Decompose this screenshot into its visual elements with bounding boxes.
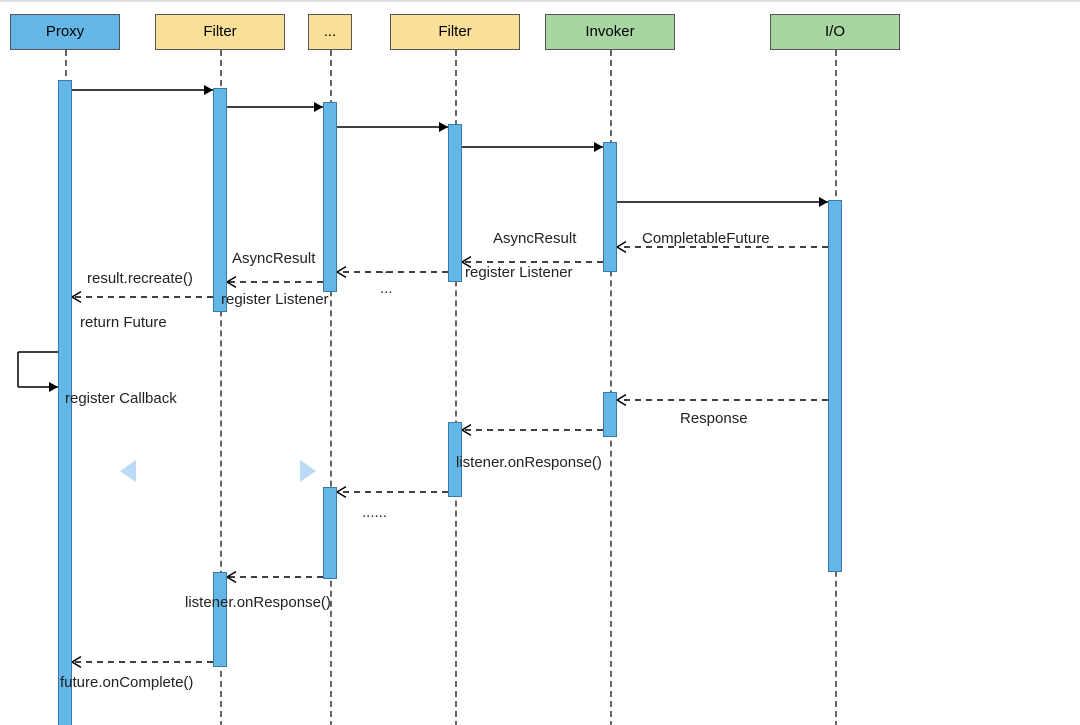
message-label: register Listener (465, 264, 573, 281)
sequence-diagram: Proxy Filter... Filter Invoker I/O Completabl… (0, 0, 1080, 725)
participant-io: I/O (770, 14, 900, 50)
participant-label: ... (324, 23, 337, 41)
activation-io-5 (828, 200, 842, 572)
participant-label: Invoker (585, 23, 634, 41)
activation-invoker-6 (603, 392, 617, 437)
participant-label: Filter (438, 23, 471, 41)
arrows-layer (0, 2, 1080, 725)
participant-proxy: Proxy (10, 14, 120, 50)
activation-filter2-3 (448, 124, 462, 282)
activation-invoker-4 (603, 142, 617, 272)
message-label: register Listener (221, 291, 329, 308)
message-label: AsyncResult (232, 250, 315, 267)
message-label: Response (680, 410, 748, 427)
activation-ellips-2 (323, 102, 337, 292)
participant-filter1: Filter (155, 14, 285, 50)
activation-filter1-1 (213, 88, 227, 312)
message-label: return Future (80, 314, 167, 331)
participant-ellips: ... (308, 14, 352, 50)
message-label: result.recreate() (87, 270, 193, 287)
participant-label: Proxy (46, 23, 84, 41)
message-label: ...... (362, 504, 387, 521)
message-label: ... (380, 280, 393, 297)
participant-filter2: Filter (390, 14, 520, 50)
message-label: AsyncResult (493, 230, 576, 247)
message-label: listener.onResponse() (456, 454, 602, 471)
nav-prev-icon[interactable] (120, 460, 136, 482)
message-label: register Callback (65, 390, 177, 407)
message-label: ... (380, 260, 393, 277)
participant-label: Filter (203, 23, 236, 41)
participant-label: I/O (825, 23, 845, 41)
activation-ellips-8 (323, 487, 337, 579)
nav-next-icon[interactable] (300, 460, 316, 482)
message-label: future.onComplete() (60, 674, 193, 691)
message-label: listener.onResponse() (185, 594, 331, 611)
participant-invoker: Invoker (545, 14, 675, 50)
message-label: CompletableFuture (642, 230, 770, 247)
activation-filter1-9 (213, 572, 227, 667)
